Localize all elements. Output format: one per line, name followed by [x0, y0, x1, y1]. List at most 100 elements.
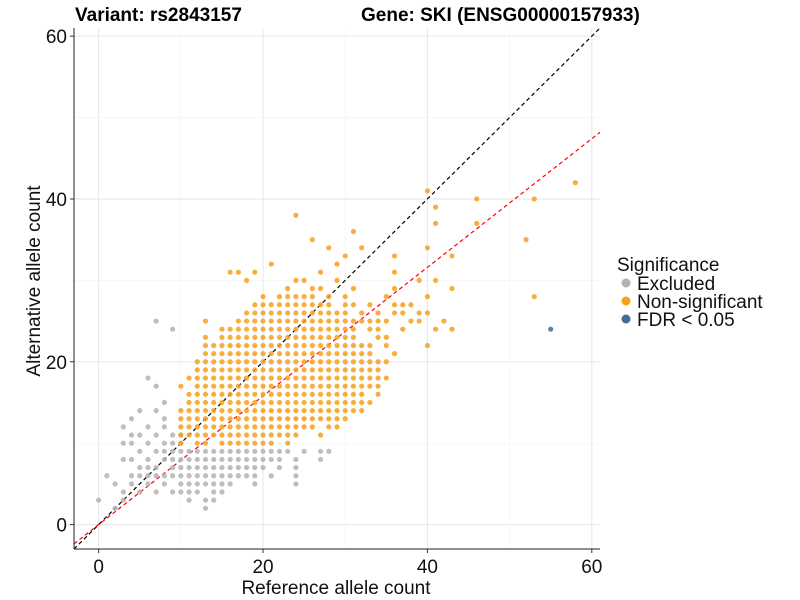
point-non-significant: [367, 367, 373, 373]
point-non-significant: [243, 334, 250, 340]
point-non-significant: [268, 424, 274, 430]
point-non-significant: [202, 391, 209, 397]
point-non-significant: [227, 367, 233, 373]
point-non-significant: [367, 318, 373, 324]
point-non-significant: [260, 294, 266, 300]
point-non-significant: [334, 310, 340, 316]
point-non-significant: [326, 326, 332, 332]
point-excluded: [202, 456, 209, 463]
point-non-significant: [235, 383, 241, 389]
point-non-significant: [268, 432, 274, 438]
point-excluded: [170, 456, 176, 463]
point-non-significant: [367, 302, 373, 308]
legend-label-fdr-0-05: FDR < 0.05: [637, 310, 735, 331]
point-non-significant: [252, 440, 258, 446]
point-non-significant: [350, 326, 357, 332]
point-excluded: [137, 448, 143, 454]
point-non-significant: [202, 399, 209, 406]
point-non-significant: [326, 391, 332, 397]
point-non-significant: [285, 342, 291, 349]
point-non-significant: [235, 408, 241, 414]
point-non-significant: [375, 391, 381, 397]
point-non-significant: [285, 383, 291, 389]
point-excluded: [170, 489, 176, 495]
point-non-significant: [309, 326, 315, 332]
point-excluded: [326, 448, 332, 454]
point-non-significant: [359, 318, 365, 324]
point-non-significant: [276, 351, 283, 357]
point-non-significant: [194, 408, 200, 414]
point-non-significant: [309, 294, 315, 300]
point-non-significant: [268, 440, 274, 446]
point-non-significant: [178, 408, 184, 414]
point-non-significant: [383, 359, 389, 365]
point-excluded: [137, 489, 143, 495]
point-excluded: [153, 464, 159, 471]
point-excluded: [186, 481, 192, 487]
point-non-significant: [326, 359, 332, 365]
point-non-significant: [342, 359, 348, 365]
point-non-significant: [268, 334, 274, 340]
point-non-significant: [375, 375, 381, 381]
point-non-significant: [359, 383, 365, 389]
point-non-significant: [235, 269, 241, 275]
point-excluded: [211, 456, 217, 463]
point-non-significant: [400, 302, 406, 308]
point-non-significant: [293, 408, 299, 414]
point-non-significant: [252, 424, 258, 430]
point-non-significant: [219, 334, 225, 340]
point-non-significant: [359, 375, 365, 381]
point-excluded: [293, 464, 299, 471]
point-non-significant: [391, 351, 398, 357]
point-non-significant: [276, 359, 283, 365]
point-excluded: [243, 456, 250, 463]
point-non-significant: [285, 326, 291, 332]
point-excluded: [128, 440, 135, 446]
point-non-significant: [202, 383, 209, 389]
point-excluded: [120, 456, 126, 463]
point-non-significant: [317, 351, 324, 357]
point-excluded: [219, 481, 225, 487]
point-non-significant: [202, 367, 209, 373]
point-non-significant: [219, 351, 225, 357]
point-non-significant: [194, 367, 200, 373]
point-non-significant: [194, 440, 200, 446]
point-non-significant: [227, 326, 233, 332]
point-excluded: [211, 464, 217, 471]
grid: [74, 28, 600, 549]
point-non-significant: [317, 342, 324, 349]
point-excluded: [194, 481, 200, 487]
point-non-significant: [441, 318, 447, 324]
point-non-significant: [260, 367, 266, 373]
point-non-significant: [219, 342, 225, 349]
point-excluded: [137, 473, 143, 479]
point-non-significant: [301, 326, 307, 332]
point-non-significant: [359, 245, 365, 251]
point-non-significant: [194, 424, 200, 430]
point-excluded: [293, 473, 299, 479]
point-non-significant: [276, 391, 283, 397]
point-fdr-0-05: [548, 326, 554, 332]
point-non-significant: [260, 302, 266, 308]
point-non-significant: [293, 212, 299, 218]
point-excluded: [161, 448, 168, 454]
point-excluded: [104, 473, 110, 479]
point-non-significant: [178, 383, 184, 389]
point-non-significant: [285, 424, 291, 430]
point-non-significant: [252, 269, 258, 275]
point-non-significant: [194, 399, 200, 406]
point-non-significant: [433, 220, 439, 226]
point-non-significant: [301, 342, 307, 349]
point-non-significant: [227, 375, 233, 381]
point-excluded: [268, 448, 274, 454]
y-tick-label: 60: [46, 27, 67, 48]
point-non-significant: [359, 399, 365, 406]
point-non-significant: [342, 351, 348, 357]
point-non-significant: [342, 383, 348, 389]
point-non-significant: [219, 416, 225, 422]
point-excluded: [170, 432, 176, 438]
point-non-significant: [400, 326, 406, 332]
point-non-significant: [285, 375, 291, 381]
point-non-significant: [227, 359, 233, 365]
point-excluded: [211, 473, 217, 479]
